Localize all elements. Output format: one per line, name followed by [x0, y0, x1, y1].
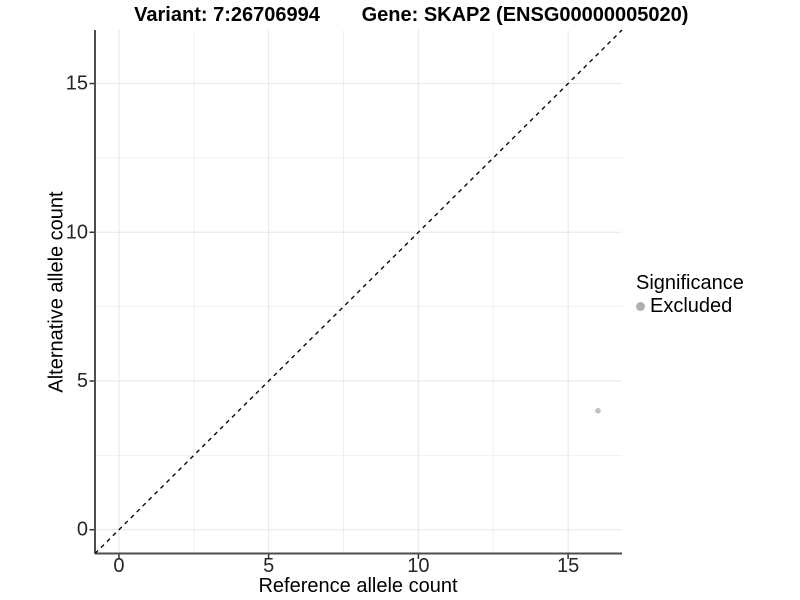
y-tick-label: 5 — [77, 370, 88, 392]
plot-title-gene: Gene: SKAP2 (ENSG00000005020) — [361, 4, 689, 26]
y-axis-label: Alternative allele count — [45, 191, 68, 393]
y-tick-label: 0 — [77, 519, 88, 541]
x-tick-label: 5 — [263, 555, 274, 577]
x-tick-label: 10 — [407, 555, 429, 577]
x-tick-label: 0 — [113, 555, 124, 577]
legend-key-dot-icon — [636, 301, 645, 311]
legend-item-label: Excluded — [650, 295, 733, 317]
plot-title-variant: Variant: 7:26706994 — [134, 4, 320, 26]
y-tick-label: 15 — [66, 73, 88, 95]
y-tick-label: 10 — [66, 221, 88, 243]
legend: Significance Excluded — [636, 272, 744, 317]
x-axis-label: Reference allele count — [258, 575, 458, 597]
legend-title: Significance — [636, 272, 744, 294]
identity-dashed-line — [94, 29, 623, 554]
data-point — [595, 407, 601, 414]
legend-item-excluded: Excluded — [636, 295, 744, 317]
x-tick-label: 15 — [557, 555, 579, 577]
